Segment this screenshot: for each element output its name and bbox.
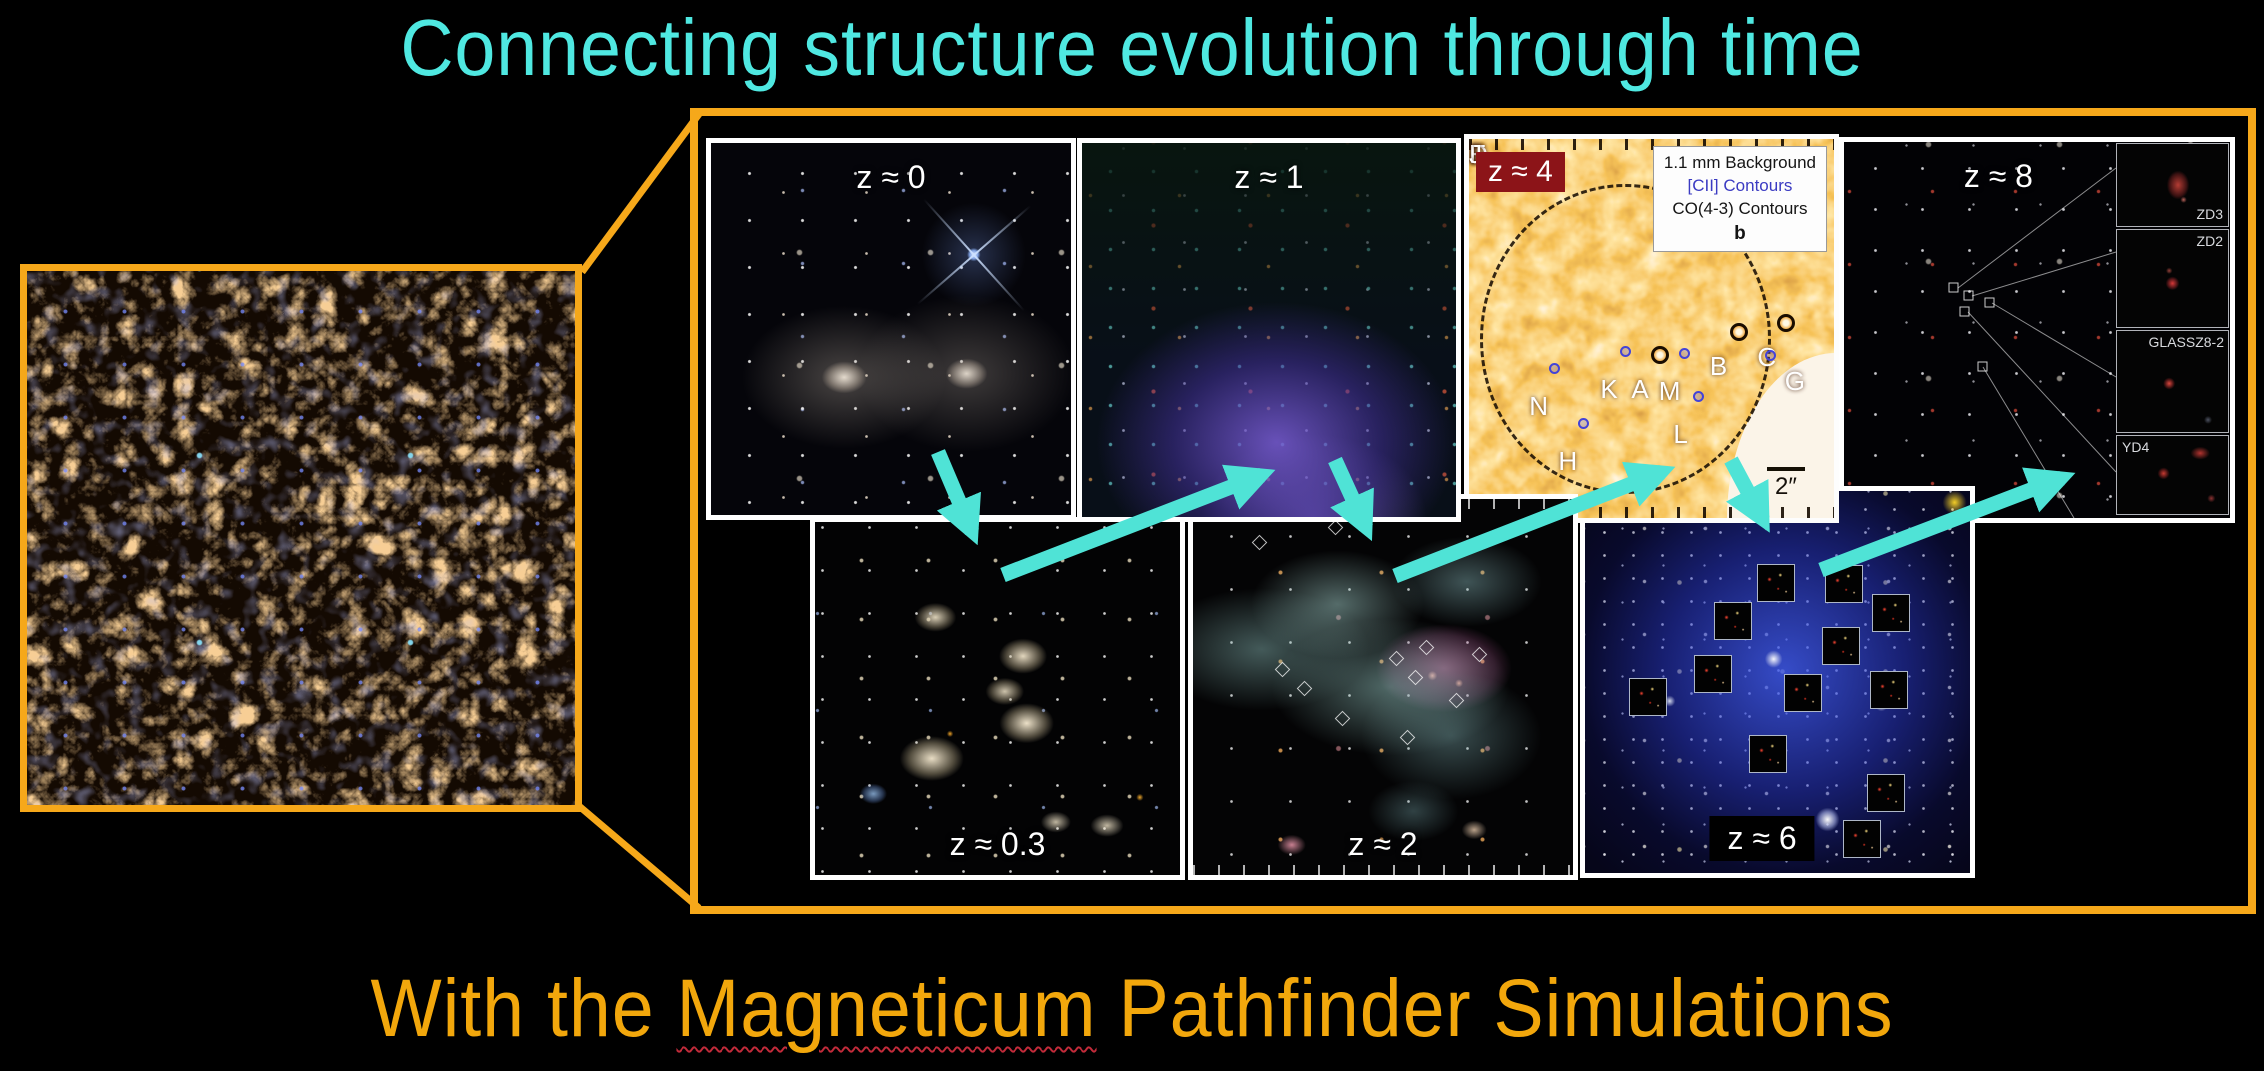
axis-ticks-bottom: [1193, 865, 1573, 875]
co-contour-icon: [1777, 313, 1796, 332]
cluster-image-z03: [815, 522, 1180, 875]
legend-line-background: 1.1 mm Background: [1663, 153, 1816, 172]
galaxy-blob: [2117, 435, 2228, 514]
panel-z8: z ≈ 8 ZD3 ZD2 GLASSZ8-2 YD4: [1839, 137, 2235, 523]
z6-inset: [1748, 735, 1787, 774]
z6-inset: [1628, 678, 1667, 717]
galaxy-blob: [2117, 331, 2228, 432]
source-marker: A: [1631, 345, 1670, 405]
cii-contour-icon: [1764, 350, 1776, 362]
source-marker: G: [1764, 350, 1805, 397]
cii-contour-icon: [1693, 391, 1705, 403]
subtitle-magneticum: Magneticum: [676, 963, 1097, 1054]
source-marker: M: [1659, 347, 1690, 407]
z6-inset: [1822, 626, 1861, 665]
inset-label: GLASSZ8-2: [2148, 334, 2224, 351]
cluster-image-z1: [1082, 143, 1456, 517]
z6-inset: [1871, 594, 1910, 633]
cii-contour-icon: [1578, 417, 1590, 429]
z6-inset: [1783, 674, 1822, 713]
redshift-label-z6: z ≈ 6: [1709, 816, 1815, 861]
z8-inset-column: ZD3 ZD2 GLASSZ8-2 YD4: [2116, 143, 2229, 515]
angular-scale-bar: 2″: [1766, 466, 1805, 501]
z6-inset: [1713, 601, 1752, 640]
legend-line-co: CO(4-3) Contours: [1672, 198, 1808, 218]
cluster-image-z0: [711, 143, 1071, 515]
panel-z4: z ≈ 4 1.1 mm Background [CII] Contours C…: [1464, 134, 1839, 523]
slide-subtitle: With the Magneticum Pathfinder Simulatio…: [91, 962, 2174, 1056]
galaxy-blob: [2117, 144, 2228, 227]
cluster-image-z2: [1193, 499, 1573, 875]
co-contour-icon: [1651, 345, 1670, 364]
z6-inset: [1757, 563, 1796, 602]
z6-inset: [1866, 773, 1905, 812]
redshift-label-z1: z ≈ 1: [1234, 159, 1304, 195]
subtitle-prefix: With the: [370, 963, 677, 1054]
z6-inset: [1694, 655, 1733, 694]
redshift-label-z2: z ≈ 2: [1348, 826, 1418, 862]
redshift-label-z0: z ≈ 0: [856, 159, 926, 195]
inset-label: ZD2: [2196, 233, 2223, 250]
z6-inset: [1869, 670, 1908, 709]
co-contour-icon: [1729, 323, 1748, 342]
z8-inset-zd2: ZD2: [2116, 229, 2229, 329]
z6-inset: [1825, 565, 1864, 604]
galaxy-blob: [2117, 230, 2228, 328]
z6-inset: [1842, 819, 1881, 858]
panel-z0: z ≈ 0: [706, 138, 1076, 520]
z8-inset-yd4: YD4: [2116, 434, 2229, 515]
source-marker: I: [1469, 139, 1476, 170]
cii-contour-icon: [1620, 345, 1632, 357]
source-marker: K: [1600, 345, 1632, 405]
cii-contour-icon: [1678, 347, 1690, 359]
panel-z2: z ≈ 2: [1188, 494, 1578, 880]
redshift-label-z4: z ≈ 4: [1476, 152, 1565, 192]
panel-z1: z ≈ 1: [1077, 138, 1461, 522]
z8-inset-zd3: ZD3: [2116, 143, 2229, 228]
z8-inset-glassz8-2: GLASSZ8-2: [2116, 330, 2229, 433]
legend-panel-letter: b: [1734, 222, 1746, 244]
slide-title: Connecting structure evolution through t…: [400, 3, 1864, 92]
z4-legend: 1.1 mm Background [CII] Contours CO(4-3)…: [1652, 146, 1827, 253]
observation-collage-frame: [690, 108, 2256, 914]
source-marker: H: [1558, 417, 1590, 477]
source-marker: L: [1673, 391, 1705, 450]
source-marker: B: [1710, 323, 1748, 382]
axis-ticks-top: [1469, 139, 1834, 150]
simulation-cosmic-web-image: [20, 264, 582, 812]
redshift-label-z8: z ≈ 8: [1963, 158, 2033, 194]
redshift-label-z03: z ≈ 0.3: [949, 826, 1046, 862]
inset-label: ZD3: [2196, 206, 2223, 223]
legend-line-cii: [CII] Contours: [1687, 175, 1793, 195]
simulation-blue-nodes: [27, 271, 575, 805]
panel-z03: z ≈ 0.3: [810, 517, 1185, 880]
cii-contour-icon: [1549, 363, 1561, 375]
panel-z6: z ≈ 6: [1580, 486, 1975, 878]
subtitle-suffix: Pathfinder Simulations: [1096, 963, 1894, 1054]
source-marker: N: [1529, 363, 1561, 422]
inset-label: YD4: [2122, 438, 2150, 455]
